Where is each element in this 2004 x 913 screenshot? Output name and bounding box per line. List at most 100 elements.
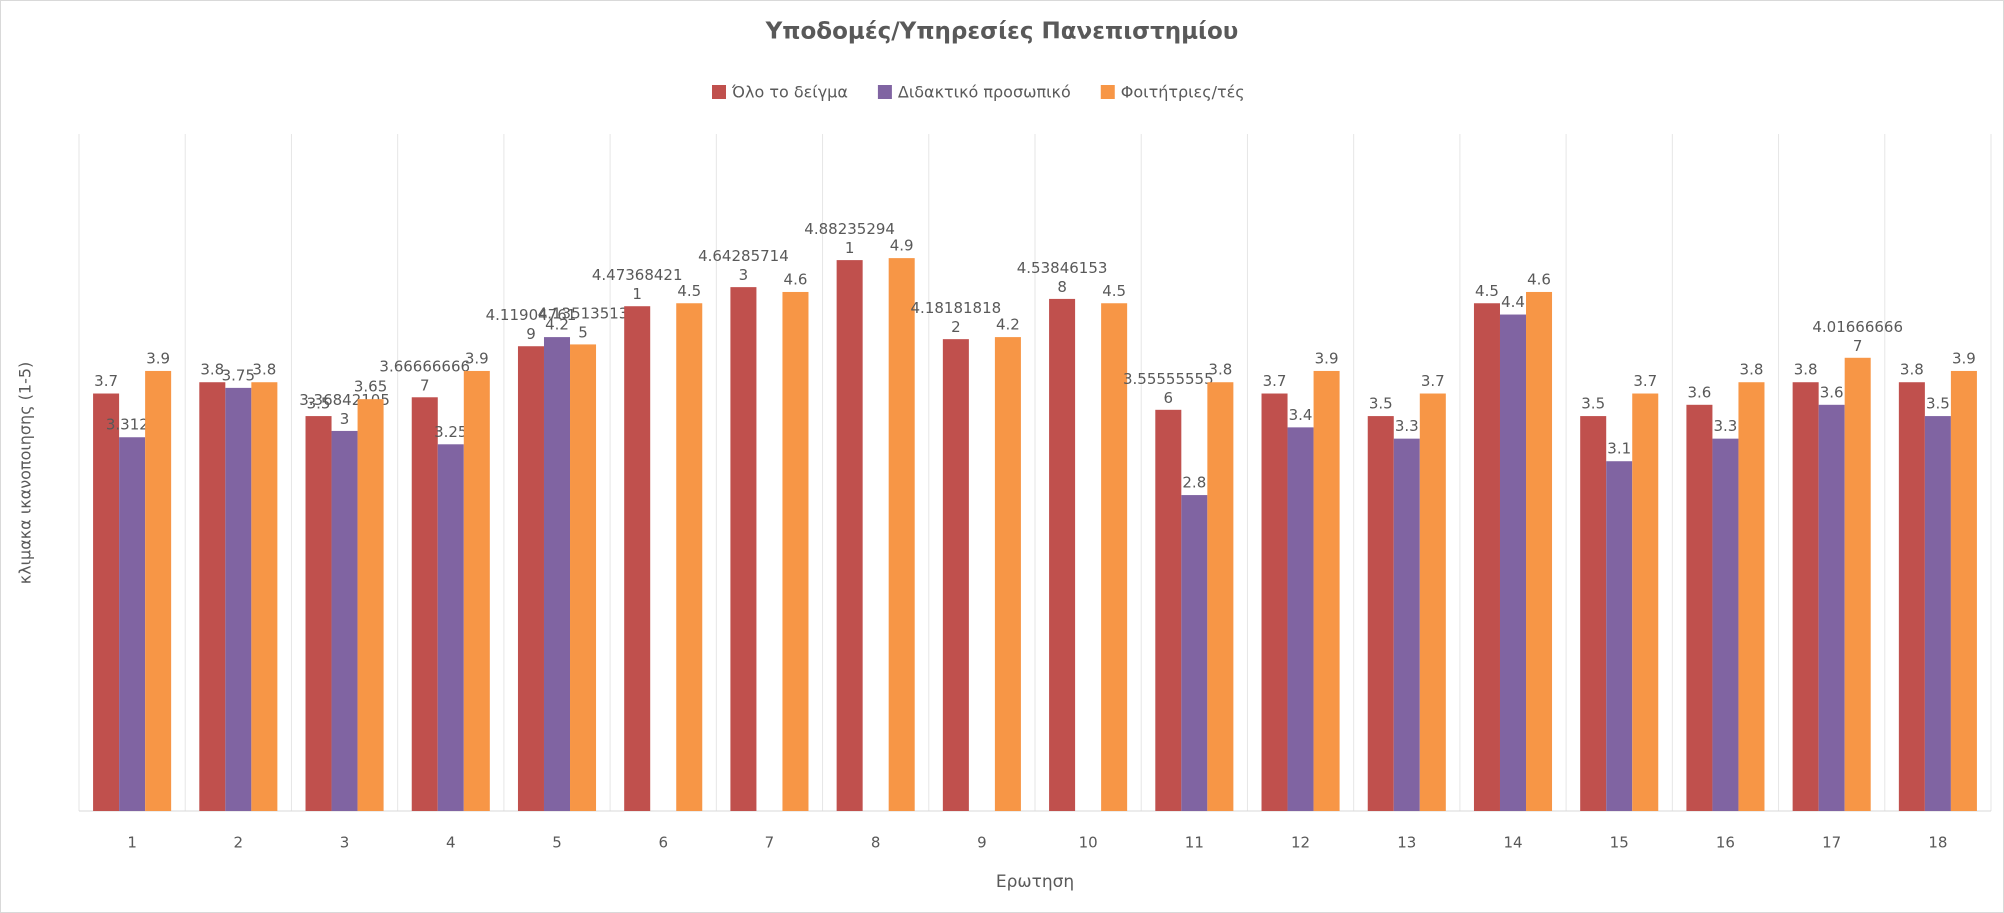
data-label: 4.6 xyxy=(1527,270,1551,288)
x-tick-label: 17 xyxy=(1822,834,1841,852)
bar xyxy=(225,387,252,811)
bar xyxy=(1712,438,1739,811)
bar xyxy=(1898,382,1925,811)
x-tick-label: 13 xyxy=(1397,834,1416,852)
x-tick-label: 18 xyxy=(1928,834,1947,852)
data-label: 2.8 xyxy=(1182,474,1206,492)
data-label: 4.88235294 1 xyxy=(804,220,895,257)
bar xyxy=(411,397,438,811)
bar xyxy=(145,370,172,811)
x-tick-label: 4 xyxy=(446,834,456,852)
data-label: 3.25 xyxy=(434,423,467,441)
x-tick-label: 7 xyxy=(765,834,775,852)
data-label: 4.5 xyxy=(677,282,701,300)
data-label: 4.4 xyxy=(1501,293,1525,311)
bar xyxy=(1818,404,1845,811)
bar xyxy=(1606,461,1633,811)
x-tick-label: 6 xyxy=(658,834,668,852)
x-tick-label: 2 xyxy=(234,834,244,852)
bar xyxy=(251,382,278,811)
bar xyxy=(836,260,863,811)
data-label: 3.4 xyxy=(1289,406,1313,424)
data-label: 3.66666666 7 xyxy=(379,357,470,394)
data-label: 3.9 xyxy=(1952,349,1976,367)
data-label: 3.5 xyxy=(1926,395,1950,413)
bar xyxy=(93,393,120,811)
data-label: 3.65 xyxy=(354,378,387,396)
x-tick-label: 10 xyxy=(1079,834,1098,852)
bar xyxy=(1155,409,1182,811)
data-label: 3.3 xyxy=(1395,417,1419,435)
data-label: 3.75 xyxy=(222,366,255,384)
bar xyxy=(1499,314,1527,811)
x-tick-label: 9 xyxy=(977,834,987,852)
data-label: 3.7 xyxy=(1421,372,1445,390)
bar xyxy=(1181,495,1208,811)
bar xyxy=(357,399,384,811)
bar xyxy=(1924,416,1951,811)
data-label: 3.8 xyxy=(1794,361,1818,379)
chart-title: Υποδομές/Υπηρεσίες Πανεπιστημίου xyxy=(765,19,1239,45)
bar xyxy=(1473,303,1500,811)
data-label: 4.18181818 2 xyxy=(911,299,1002,336)
data-label: 3.6 xyxy=(1687,383,1711,401)
data-label: 3.6 xyxy=(1820,383,1844,401)
data-label: 3.8 xyxy=(1740,361,1764,379)
data-label: 3.5 xyxy=(307,395,331,413)
data-label: 4.9 xyxy=(890,237,914,255)
bar xyxy=(994,337,1021,811)
bar xyxy=(1738,382,1765,811)
bar xyxy=(517,346,544,811)
data-label: 3.9 xyxy=(465,349,489,367)
bar xyxy=(730,287,757,811)
data-label: 4.11904761 9 xyxy=(486,306,577,343)
data-label: 3.55555555 6 xyxy=(1123,369,1214,406)
bar xyxy=(1207,382,1234,811)
bar xyxy=(942,339,969,811)
bar xyxy=(199,382,226,811)
bar xyxy=(888,258,915,811)
bar xyxy=(624,306,651,811)
bar xyxy=(1686,404,1713,811)
bar xyxy=(676,303,703,811)
data-label: 4.6 xyxy=(784,270,808,288)
data-label: 4.64285714 3 xyxy=(698,247,789,284)
bar xyxy=(331,430,358,811)
data-label: 3.1 xyxy=(1607,440,1631,458)
data-label: 3.3 xyxy=(1714,417,1738,435)
x-tick-label: 15 xyxy=(1610,834,1629,852)
data-label: 4.13513513 5 xyxy=(538,304,629,341)
data-label: 3.5 xyxy=(1369,395,1393,413)
legend-swatch xyxy=(712,85,726,99)
data-label: 3.7 xyxy=(1263,372,1287,390)
bar xyxy=(305,416,332,811)
bar xyxy=(1287,427,1314,811)
bar xyxy=(1101,303,1128,811)
x-tick-label: 14 xyxy=(1503,834,1522,852)
bar xyxy=(1419,393,1446,811)
x-tick-label: 5 xyxy=(552,834,562,852)
bar xyxy=(463,370,490,811)
legend-swatch xyxy=(877,85,892,99)
data-label: 4.53846153 8 xyxy=(1017,258,1108,295)
x-tick-label: 11 xyxy=(1185,834,1204,852)
bar xyxy=(1950,370,1977,811)
data-label: 4.5 xyxy=(1475,282,1499,300)
legend-label: Φοιτήτριες/τές xyxy=(1121,83,1245,102)
bar xyxy=(437,444,464,811)
bar xyxy=(1580,416,1607,811)
bar xyxy=(543,337,571,811)
bar xyxy=(1261,393,1288,811)
data-label: 4.01666666 7 xyxy=(1812,317,1903,354)
data-label: 3.7 xyxy=(94,372,118,390)
data-label: 3.8 xyxy=(1208,361,1232,379)
bar xyxy=(1526,291,1553,811)
data-label: 3.9 xyxy=(146,349,170,367)
bar xyxy=(119,437,146,811)
data-label: 4.47368421 1 xyxy=(592,266,683,303)
data-label: 4.5 xyxy=(1102,282,1126,300)
legend-swatch xyxy=(1100,85,1115,99)
data-label: 3.8 xyxy=(252,361,276,379)
data-label: 4.2 xyxy=(545,316,569,334)
